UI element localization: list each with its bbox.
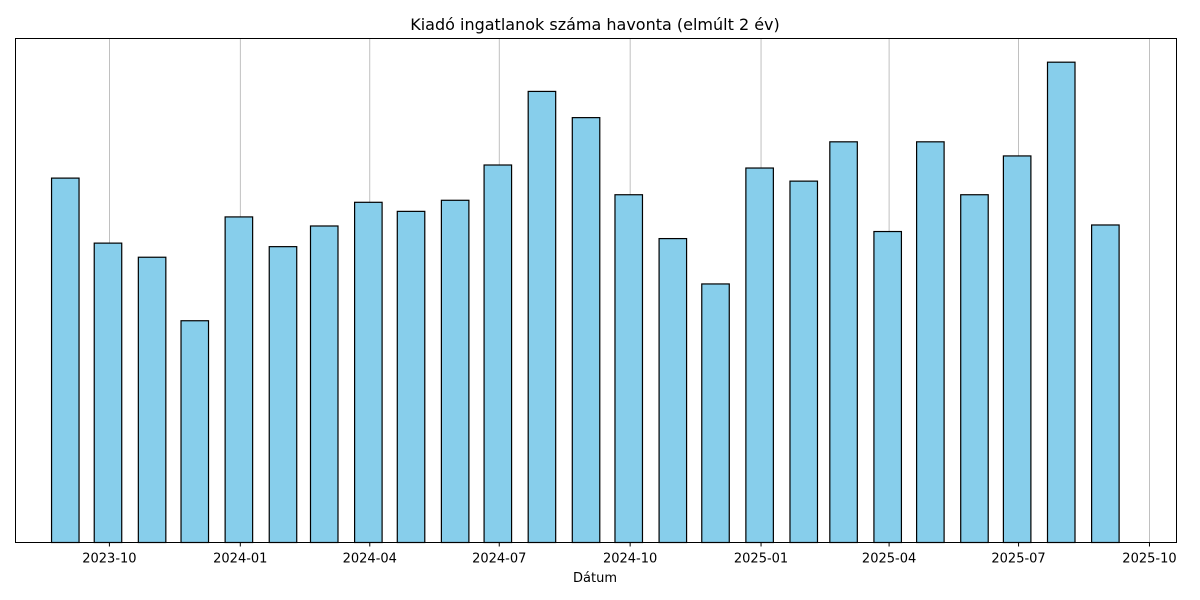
bar: [309, 225, 339, 544]
x-tick-label: 2024-04: [343, 552, 397, 567]
bar: [93, 242, 123, 544]
x-ticks: 2023-10 2024-01 2024-04 2024-07 2024-10 2025-…: [82, 542, 1177, 567]
x-axis-label: Dátum: [573, 571, 617, 586]
x-tick-label: 2024-01: [213, 552, 267, 567]
bar: [396, 210, 426, 544]
x-tick-label: 2024-07: [472, 552, 526, 567]
bar: [180, 320, 210, 544]
bar: [658, 237, 688, 544]
bar: [224, 216, 254, 544]
bar: [829, 141, 858, 544]
x-tick-label: 2025-10: [1122, 552, 1176, 567]
chart-title: Kiadó ingatlanok száma havonta (elmúlt 2…: [410, 15, 780, 34]
bar: [571, 117, 601, 544]
bar: [701, 283, 730, 544]
bar: [745, 167, 774, 544]
bar: [916, 141, 945, 544]
bar: [50, 177, 80, 544]
bar: [873, 230, 903, 544]
bar: [960, 194, 989, 544]
bars-group: [50, 61, 1120, 544]
x-tick-label: 2025-01: [734, 552, 788, 567]
x-tick-label: 2023-10: [82, 552, 136, 567]
bar: [527, 90, 557, 544]
bar: [789, 180, 819, 544]
bar: [483, 164, 513, 544]
plot-frame: [15, 38, 1177, 543]
bar: [1002, 155, 1032, 544]
bar: [440, 199, 470, 544]
bar: [354, 201, 383, 544]
bar: [268, 246, 298, 544]
bar: [137, 256, 167, 544]
x-tick-label: 2024-10: [603, 552, 657, 567]
bar: [614, 194, 644, 544]
x-tick-label: 2025-04: [862, 552, 916, 567]
bar: [1046, 61, 1076, 544]
bar: [1091, 224, 1120, 544]
x-tick-label: 2025-07: [991, 552, 1045, 567]
